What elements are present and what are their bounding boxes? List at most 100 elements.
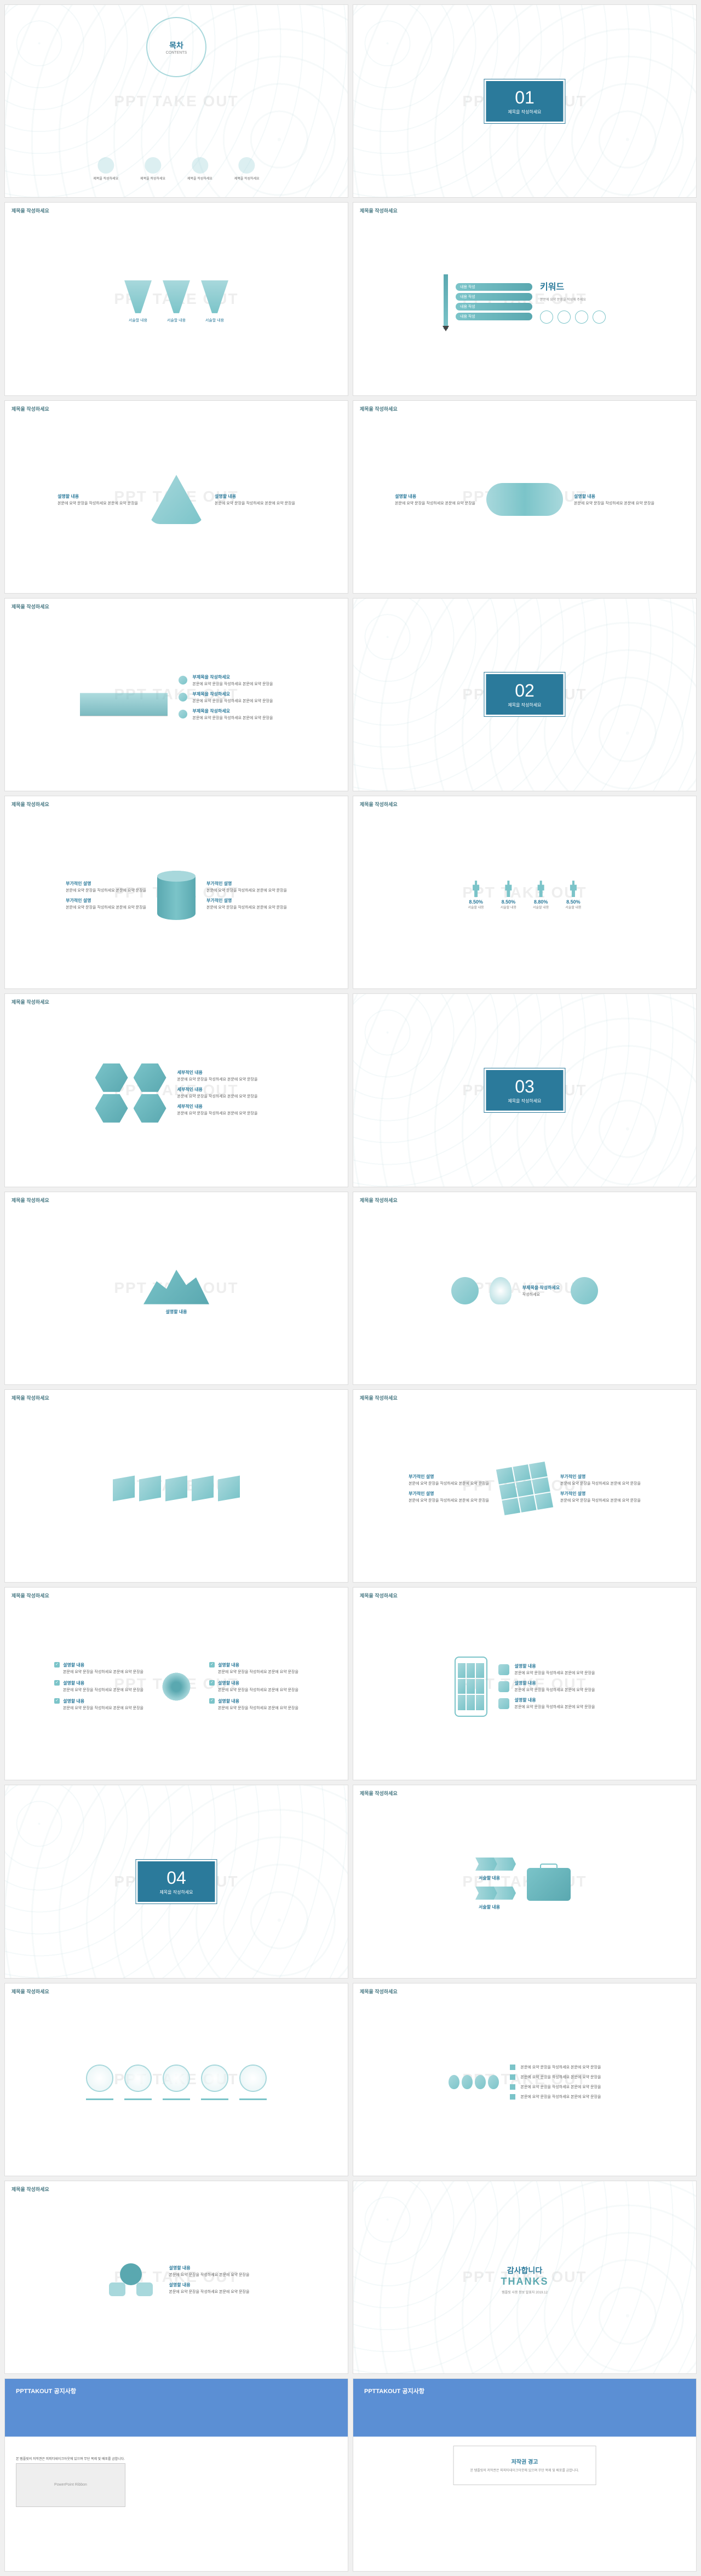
person-stat: 8.50%서술할 내용 bbox=[468, 881, 484, 910]
text-heading: 부가적인 설명 bbox=[560, 1491, 641, 1497]
text-heading: 설명할 내용 bbox=[169, 2282, 250, 2288]
slide-bulb: 제목을 작성하세요 PPT TAKE OUT 부제목을 작성하세요작성하세요 bbox=[353, 1192, 697, 1385]
stat-percent: 8.80% bbox=[533, 899, 549, 905]
notice-header: PPTTAKOUT 공지사항 bbox=[16, 2387, 76, 2395]
slide-cylinder: 제목을 작성하세요 PPT TAKE OUT 부가적인 설명본문에 요약 문장을… bbox=[4, 796, 348, 989]
slide-notice-2: PPTTAKOUT 공지사항 저작권 경고 본 템플릿의 저작권은 피피티테이크… bbox=[353, 2378, 697, 2572]
text-block: 부제목을 작성하세요작성하세요 bbox=[522, 1285, 560, 1297]
text-heading: 설명할 내용 bbox=[58, 493, 138, 499]
check-item: ✓설명할 내용본문에 요약 문장을 작성하세요 본문에 요약 문장을 bbox=[54, 1662, 143, 1675]
thanks-english: THANKS bbox=[501, 2276, 549, 2287]
text-heading: 설명할 내용 bbox=[63, 1698, 143, 1704]
toc-item-label: 제목을 작성하세요 bbox=[187, 176, 212, 181]
slide-title: 제목을 작성하세요 bbox=[360, 1988, 398, 1995]
slide-curve: 제목을 작성하세요 PPT TAKE OUT 설명할 내용본문에 요약 문장을 … bbox=[353, 400, 697, 594]
arrow-segment bbox=[475, 1858, 497, 1871]
text-body: 본문에 요약 문장을 작성하세요 본문에 요약 문장을 bbox=[63, 1669, 143, 1675]
circle-icon bbox=[571, 1277, 598, 1304]
text-heading: 서술할 내용 bbox=[479, 1875, 516, 1881]
check-list: ✓설명할 내용본문에 요약 문장을 작성하세요 본문에 요약 문장을 ✓설명할 … bbox=[209, 1662, 298, 1711]
funnel-label: 서술할 내용 bbox=[129, 318, 147, 323]
hand-right bbox=[136, 2282, 153, 2296]
circle-icon bbox=[451, 1277, 479, 1304]
text-heading: 부가적인 설명 bbox=[409, 1474, 489, 1480]
slide-balloons: 제목을 작성하세요 PPT TAKE OUT 본문에 요약 문장을 작성하세요 … bbox=[353, 1983, 697, 2176]
slide-content: 서술할 내용 서술할 내용 서술할 내용 bbox=[16, 219, 337, 384]
section-number: 04 bbox=[159, 1868, 193, 1888]
check-item: ✓설명할 내용본문에 요약 문장을 작성하세요 본문에 요약 문장을 bbox=[54, 1698, 143, 1711]
text-heading: 설명할 내용 bbox=[165, 1309, 187, 1315]
balloon-shape bbox=[462, 2075, 473, 2089]
section-box: 01 제목을 작성하세요 bbox=[484, 79, 565, 123]
cylinder-shape bbox=[157, 871, 196, 920]
text-block: 본문에 요약 문장을 작성하세요 본문에 요약 문장을 bbox=[521, 2094, 601, 2100]
slide-title: 제목을 작성하세요 bbox=[360, 405, 398, 412]
text-heading: 부제목을 작성하세요 bbox=[193, 708, 273, 714]
slide-content: 부가적인 설명본문에 요약 문장을 작성하세요 본문에 요약 문장을부가적인 설… bbox=[364, 1406, 685, 1571]
area-chart bbox=[80, 678, 168, 716]
text-block: 서술할 내용 bbox=[479, 1875, 516, 1882]
text-body: 본문에 요약 문장을 작성하세요 본문에 요약 문장을 bbox=[66, 888, 146, 893]
slide-hands: 제목을 작성하세요 PPT TAKE OUT 설명할 내용본문에 요약 문장을 … bbox=[4, 2181, 348, 2374]
mountain-shape bbox=[143, 1266, 209, 1304]
text-body: 본문에 요약 문장을 작성하세요 본문에 요약 문장을 bbox=[521, 2074, 601, 2080]
slide-circle-row: 제목을 작성하세요 PPT TAKE OUT bbox=[4, 1983, 348, 2176]
text-heading: 설명할 내용 bbox=[395, 493, 475, 499]
text-heading: 부가적인 설명 bbox=[206, 881, 287, 887]
funnel-shape bbox=[201, 280, 228, 313]
circle-item bbox=[201, 2065, 228, 2092]
text-body: 본문에 요약 문장을 작성하세요 본문에 요약 문장을 bbox=[66, 905, 146, 910]
text-block: 부가적인 설명본문에 요약 문장을 작성하세요 본문에 요약 문장을 bbox=[206, 898, 287, 910]
toc-item-icon bbox=[97, 157, 114, 174]
arrow-strip bbox=[479, 1887, 516, 1900]
text-heading: 부가적인 설명 bbox=[206, 898, 287, 904]
text-heading: 부제목을 작성하세요 bbox=[193, 674, 273, 680]
section-box: 03 제목을 작성하세요 bbox=[484, 1068, 565, 1112]
text-block: 부가적인 설명본문에 요약 문장을 작성하세요 본문에 요약 문장을 bbox=[560, 1491, 641, 1503]
section-label: 제목을 작성하세요 bbox=[508, 109, 541, 115]
person-stat: 8.50%서술할 내용 bbox=[565, 881, 581, 910]
slide-section-04: PPT TAKE OUT 04 제목을 작성하세요 bbox=[4, 1785, 348, 1978]
section-box: 02 제목을 작성하세요 bbox=[484, 672, 565, 716]
notice-header: PPTTAKOUT 공지사항 bbox=[364, 2387, 424, 2395]
flower-shape bbox=[154, 1665, 198, 1709]
text-heading: 부가적인 설명 bbox=[560, 1474, 641, 1480]
bar-item: 내용 작성 bbox=[456, 313, 532, 320]
slide-content: 설명할 내용본문에 요약 문장을 작성하세요 본문에 요약 문장을 설명할 내용… bbox=[16, 2198, 337, 2362]
person-stat: 8.80%서술할 내용 bbox=[533, 881, 549, 910]
text-block: 설명할 내용본문에 요약 문장을 작성하세요 본문에 요약 문장을 bbox=[515, 1680, 595, 1693]
text-block: 설명할 내용본문에 요약 문장을 작성하세요 본문에 요약 문장을 bbox=[169, 2282, 250, 2295]
underline bbox=[86, 2098, 113, 2100]
square-icon bbox=[498, 1681, 509, 1692]
bar-label: 내용 작성 bbox=[460, 304, 475, 309]
funnel-label: 서술할 내용 bbox=[205, 318, 224, 323]
section-label: 제목을 작성하세요 bbox=[508, 1098, 541, 1104]
text-body: 본문에 요약 문장을 작성하세요 본문에 요약 문장을 bbox=[409, 1481, 489, 1486]
slide-title: 제목을 작성하세요 bbox=[12, 1197, 49, 1204]
keyword-sub: 본문에 요약 문장을 작성해 주세요 bbox=[540, 297, 606, 302]
section-number: 01 bbox=[508, 88, 541, 108]
toc-item: 제목을 작성하세요 bbox=[140, 157, 165, 181]
person-stat: 8.50%서술할 내용 bbox=[501, 881, 516, 910]
stat-percent: 8.50% bbox=[565, 899, 581, 905]
slide-title: 제목을 작성하세요 bbox=[12, 405, 49, 412]
stat-label: 서술할 내용 bbox=[565, 905, 581, 910]
slide-content: 세부적인 내용본문에 요약 문장을 작성하세요 본문에 요약 문장을 세부적인 … bbox=[16, 1010, 337, 1175]
text-body: 본문에 요약 문장을 작성하세요 본문에 요약 문장을 bbox=[218, 1669, 298, 1675]
hexagon-shape bbox=[134, 1094, 166, 1123]
circle-icon bbox=[540, 311, 553, 324]
underline bbox=[239, 2098, 267, 2100]
thanks-content: 감사합니다 THANKS 템플릿 사용 정보 발표자 2019.12 bbox=[364, 2198, 685, 2362]
text-block: 부제목을 작성하세요본문에 요약 문장을 작성하세요 본문에 요약 문장을 bbox=[193, 708, 273, 721]
slide-title: 제목을 작성하세요 bbox=[12, 998, 49, 1005]
funnel-label: 서술할 내용 bbox=[167, 318, 186, 323]
person-icon bbox=[503, 881, 514, 897]
bar-label: 내용 작성 bbox=[460, 294, 475, 300]
text-heading: 부제목을 작성하세요 bbox=[193, 691, 273, 697]
check-item: ✓설명할 내용본문에 요약 문장을 작성하세요 본문에 요약 문장을 bbox=[209, 1698, 298, 1711]
text-body: 본문에 요약 문장을 작성하세요 본문에 요약 문장을 bbox=[169, 2289, 250, 2295]
slide-title: 제목을 작성하세요 bbox=[12, 2186, 49, 2193]
circle-row bbox=[86, 2065, 267, 2100]
slide-mountain: 제목을 작성하세요 PPT TAKE OUT 설명할 내용 bbox=[4, 1192, 348, 1385]
thanks-meta: 템플릿 사용 정보 발표자 2019.12 bbox=[501, 2290, 549, 2295]
